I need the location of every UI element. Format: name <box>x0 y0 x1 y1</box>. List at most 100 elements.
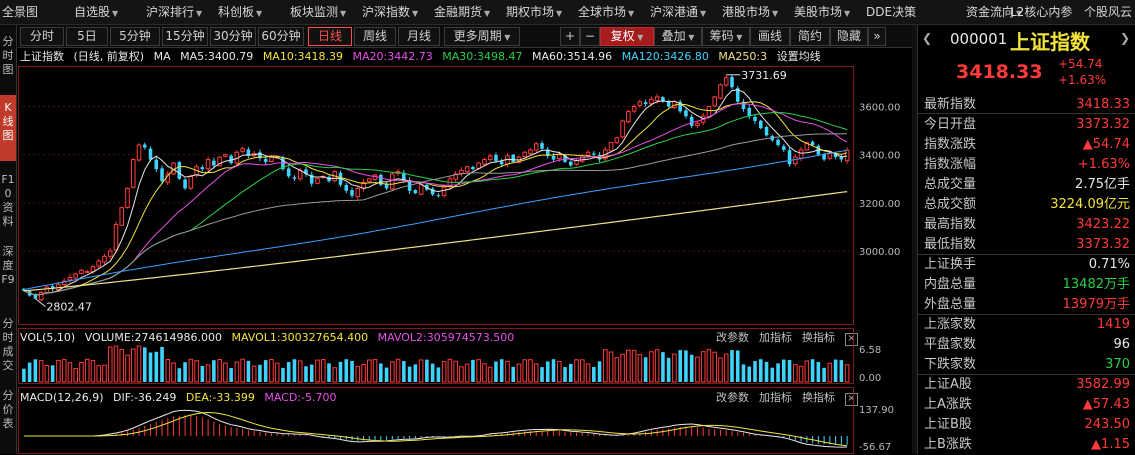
vol-add-indicator-button[interactable]: 加指标 <box>759 331 792 344</box>
quote-label: 上证换手 <box>924 257 977 272</box>
top-menu-item[interactable]: 沪深指数 ▼ <box>362 4 418 20</box>
quote-value: ▲1.15 <box>1091 437 1130 452</box>
vol-params-button[interactable]: 改参数 <box>716 331 749 344</box>
candle-body <box>661 97 665 102</box>
volume-bar <box>205 364 211 383</box>
volume-bar <box>320 359 326 383</box>
chevron-down-icon: ▼ <box>634 33 644 42</box>
volume-bar <box>804 360 810 383</box>
candle-body <box>631 106 637 112</box>
volume-bar <box>223 362 228 383</box>
top-menu-item[interactable]: 全球市场 ▼ <box>578 4 634 20</box>
hide-button[interactable]: 隐藏 <box>830 27 868 46</box>
low-label: 2802.47 <box>46 301 92 314</box>
toolbar-label: 周线 <box>362 29 387 43</box>
top-menu-item[interactable]: 金融期货 ▼ <box>434 4 490 20</box>
chart-scrollbar[interactable] <box>912 25 917 454</box>
period-button[interactable]: 分时 <box>20 27 64 46</box>
period-button[interactable]: 周线 <box>354 27 396 46</box>
macd-name[interactable]: MACD(12,26,9) <box>20 391 104 404</box>
volume-bar <box>810 359 815 382</box>
top-menu-item[interactable]: 板块监测 ▼ <box>290 4 346 20</box>
left-tab[interactable]: 分时成交 <box>2 317 14 372</box>
ma-label[interactable]: MA <box>153 50 171 63</box>
top-menu-item[interactable]: 沪深排行 ▼ <box>146 4 202 20</box>
volume-bar <box>355 365 361 383</box>
candle-body <box>464 166 470 173</box>
chips-dropdown[interactable]: 筹码 ▼ <box>702 27 750 46</box>
top-menu-item[interactable]: 个股风云 <box>1084 4 1132 20</box>
top-menu-item[interactable]: 全景图 <box>2 4 38 20</box>
period-button[interactable]: 60分钟 <box>258 27 304 46</box>
candle-body <box>304 169 308 174</box>
volume-bar <box>603 349 608 383</box>
volume-bar <box>274 362 280 383</box>
volume-bar <box>154 351 159 382</box>
macd-add-indicator-button[interactable]: 加指标 <box>759 391 792 404</box>
top-menu-item[interactable]: 港股市场 ▼ <box>722 4 778 20</box>
left-tab[interactable]: 分时图 <box>2 35 14 76</box>
quote-row: 最低指数 3373.32 <box>918 235 1135 255</box>
left-tab[interactable]: F10资料 <box>1 173 15 228</box>
next-arrow-icon[interactable]: ❯ <box>1120 31 1131 45</box>
volume-bar <box>102 364 107 383</box>
simple-mode-button[interactable]: 简约 <box>790 27 830 46</box>
candle-body <box>556 154 562 160</box>
quote-price-box: 3418.33 +54.74 +1.63% <box>918 55 1135 114</box>
volume-bar <box>332 367 338 383</box>
candle-body <box>130 159 136 188</box>
volume-bar <box>27 362 32 382</box>
candle-body <box>148 148 153 160</box>
ma-settings-link[interactable]: 设置均线 <box>776 50 821 63</box>
period-button[interactable]: 30分钟 <box>210 27 256 46</box>
quote-value: 0.71% <box>1088 257 1130 272</box>
candle-body <box>200 167 205 170</box>
top-menu-item[interactable]: 资金流向 ▼ <box>966 4 1022 20</box>
left-tab[interactable]: K线图 <box>0 95 16 161</box>
toolbar-label: 复权 <box>610 29 635 43</box>
draw-line-button[interactable]: 画线 <box>750 27 790 46</box>
prev-arrow-icon[interactable]: ❮ <box>922 31 933 45</box>
period-button[interactable]: 5分钟 <box>110 27 160 46</box>
zoom-in-button[interactable]: + <box>560 27 580 46</box>
macd-switch-indicator-button[interactable]: 换指标 <box>802 391 835 404</box>
macd-params-button[interactable]: 改参数 <box>716 391 749 404</box>
chevron-down-icon: ▼ <box>484 9 491 18</box>
macd-close-icon[interactable]: × <box>845 393 858 406</box>
top-menu-item[interactable]: 科创板 ▼ <box>218 4 262 20</box>
period-button[interactable]: 日线 <box>308 27 352 46</box>
overlay-dropdown[interactable]: 叠加 ▼ <box>654 27 702 46</box>
vol-name[interactable]: VOL(5,10) <box>20 331 76 344</box>
forward-icon[interactable]: » <box>868 27 886 46</box>
candle-body <box>367 178 372 182</box>
quote-value: 13482万手 <box>1062 277 1130 292</box>
kline-chart[interactable]: 3000.00 3200.00 3400.00 3600.00 3731.69 2802.… <box>18 66 911 454</box>
more-period-dropdown[interactable]: 更多周期 ▼ <box>444 27 520 46</box>
period-button[interactable]: 5日 <box>66 27 108 46</box>
toolbar-label: 分时 <box>29 29 54 43</box>
vol-switch-indicator-button[interactable]: 换指标 <box>802 331 835 344</box>
ma-line <box>23 103 848 296</box>
left-tab[interactable]: 深度F9 <box>1 245 15 286</box>
fuquan-dropdown[interactable]: 复权 ▼ <box>600 27 654 46</box>
period-button[interactable]: 15分钟 <box>162 27 208 46</box>
left-tab[interactable]: 分价表 <box>2 389 14 430</box>
candle-body <box>608 142 614 152</box>
top-menu-item[interactable]: 沪深港通 ▼ <box>650 4 706 20</box>
top-menu-item[interactable]: 自选股 ▼ <box>74 4 118 20</box>
volume-bar <box>569 363 573 382</box>
candle-body <box>753 116 757 121</box>
quote-row: 平盘家数 96 <box>918 335 1135 355</box>
vol-close-icon[interactable]: × <box>845 333 858 346</box>
period-button[interactable]: 月线 <box>398 27 440 46</box>
zoom-out-button[interactable]: − <box>580 27 600 46</box>
quote-header: ❮ 000001 上证指数 ❯ <box>918 25 1135 55</box>
top-menu-item[interactable]: 期权市场 ▼ <box>506 4 562 20</box>
top-menu-item[interactable]: DDE决策 <box>866 4 916 20</box>
candle-body <box>592 153 596 155</box>
top-menu-item[interactable]: 美股市场 ▼ <box>794 4 850 20</box>
y-tick-label: 3400.00 <box>859 151 900 162</box>
candle-body <box>723 77 729 86</box>
top-menu-item[interactable]: L2核心内参 <box>1010 4 1072 20</box>
volume-bar <box>592 366 596 382</box>
